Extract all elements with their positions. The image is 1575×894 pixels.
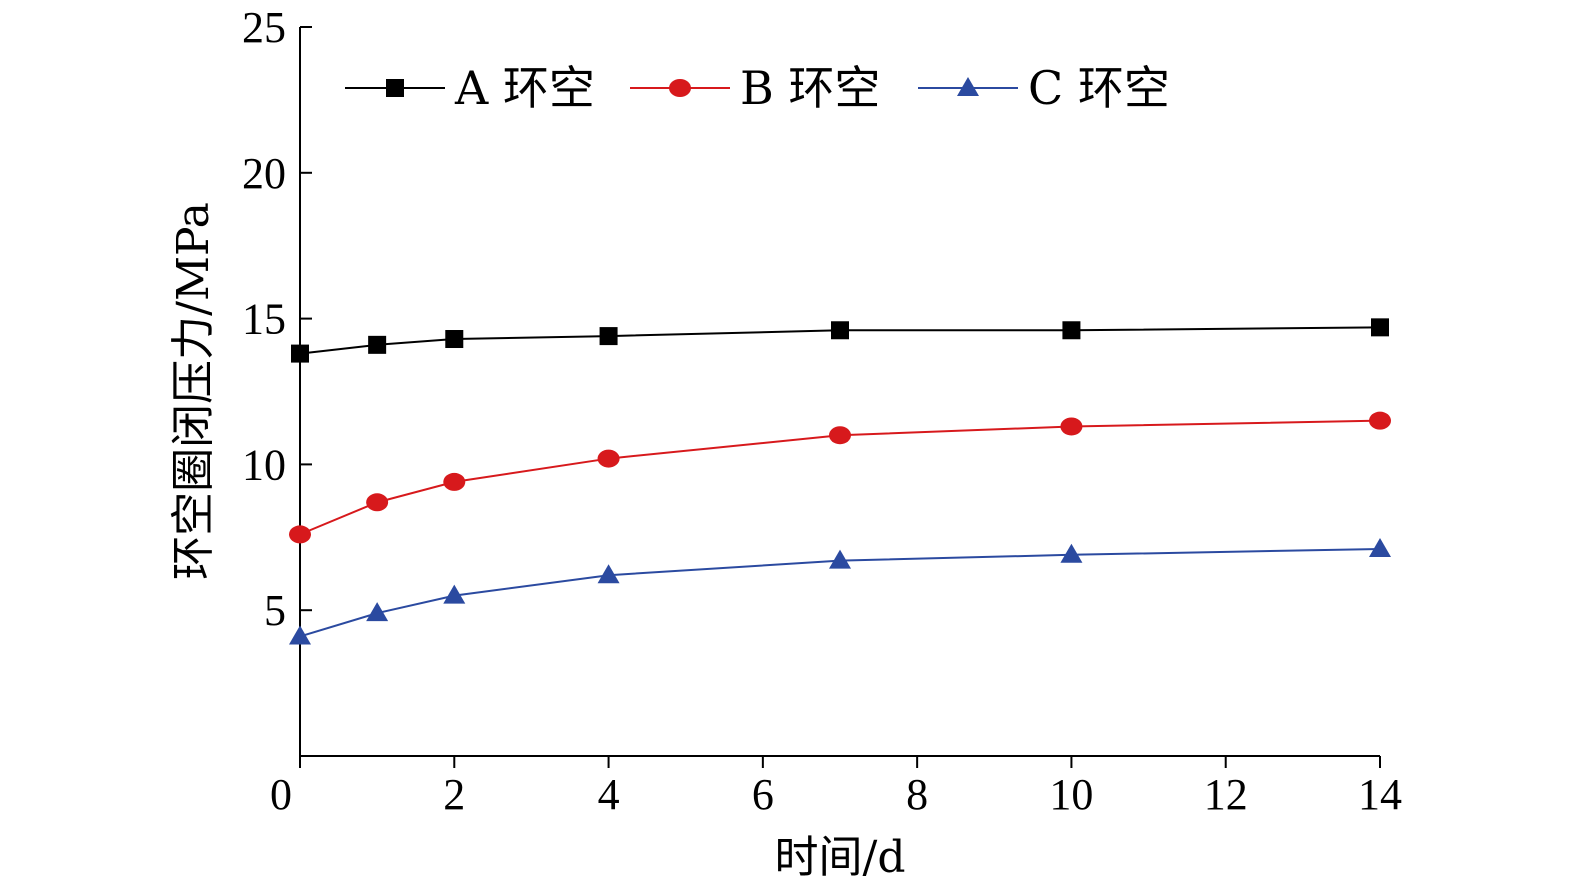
x-tick-label: 12 [1204, 770, 1248, 819]
legend-item-1: A 环空 [345, 61, 595, 115]
y-tick-label: 10 [242, 440, 286, 489]
x-tick-label: 2 [443, 770, 465, 819]
y-tick-label: 20 [242, 149, 286, 198]
legend-item-2: B 环空 [630, 61, 880, 115]
axes [299, 27, 1380, 757]
data-point [1062, 321, 1081, 340]
series-1 [291, 318, 1389, 363]
series-layer [289, 318, 1391, 645]
data-point [597, 564, 620, 584]
data-point [1369, 411, 1391, 430]
data-point [289, 525, 311, 544]
data-point [289, 625, 311, 645]
data-point [366, 493, 389, 512]
legend-marker [386, 79, 404, 97]
x-axis-title: 时间/d [775, 832, 906, 883]
series-2 [289, 411, 1391, 544]
x-tick-label: 8 [906, 770, 928, 819]
legend-marker [957, 77, 979, 96]
data-point [1060, 417, 1083, 436]
legend-label: B 环空 [740, 61, 880, 115]
data-point [445, 330, 464, 349]
y-ticks: 5 10 15 20 25 [242, 3, 312, 635]
data-point [443, 584, 466, 604]
data-point [597, 449, 620, 468]
data-point [599, 327, 618, 346]
data-point [831, 321, 849, 340]
x-tick-label: 14 [1358, 770, 1402, 819]
data-point [829, 549, 851, 569]
x-tick-label: 10 [1049, 770, 1093, 819]
data-point [1369, 537, 1391, 557]
x-tick-label: 4 [598, 770, 620, 819]
data-point [366, 602, 389, 622]
data-point [1060, 543, 1083, 563]
data-point [443, 472, 466, 491]
y-axis-title: 环空圈闭压力/MPa [168, 202, 219, 580]
data-point [291, 344, 309, 363]
legend-marker [669, 79, 691, 97]
legend-label: C 环空 [1028, 61, 1170, 115]
legend-item-3: C 环空 [918, 61, 1170, 115]
series-3 [289, 537, 1391, 645]
x-ticks: 0 2 4 6 8 10 12 14 [270, 756, 1402, 819]
y-tick-label: 25 [242, 3, 286, 52]
x-tick-label: 0 [270, 770, 292, 819]
y-tick-label: 15 [242, 295, 286, 344]
x-tick-label: 6 [752, 770, 774, 819]
data-point [1371, 318, 1389, 337]
y-tick-label: 5 [264, 586, 286, 635]
legend: A 环空 B 环空 C 环空 [345, 61, 1170, 115]
data-point [368, 335, 387, 354]
data-point [829, 426, 851, 445]
legend-label: A 环空 [454, 61, 595, 115]
